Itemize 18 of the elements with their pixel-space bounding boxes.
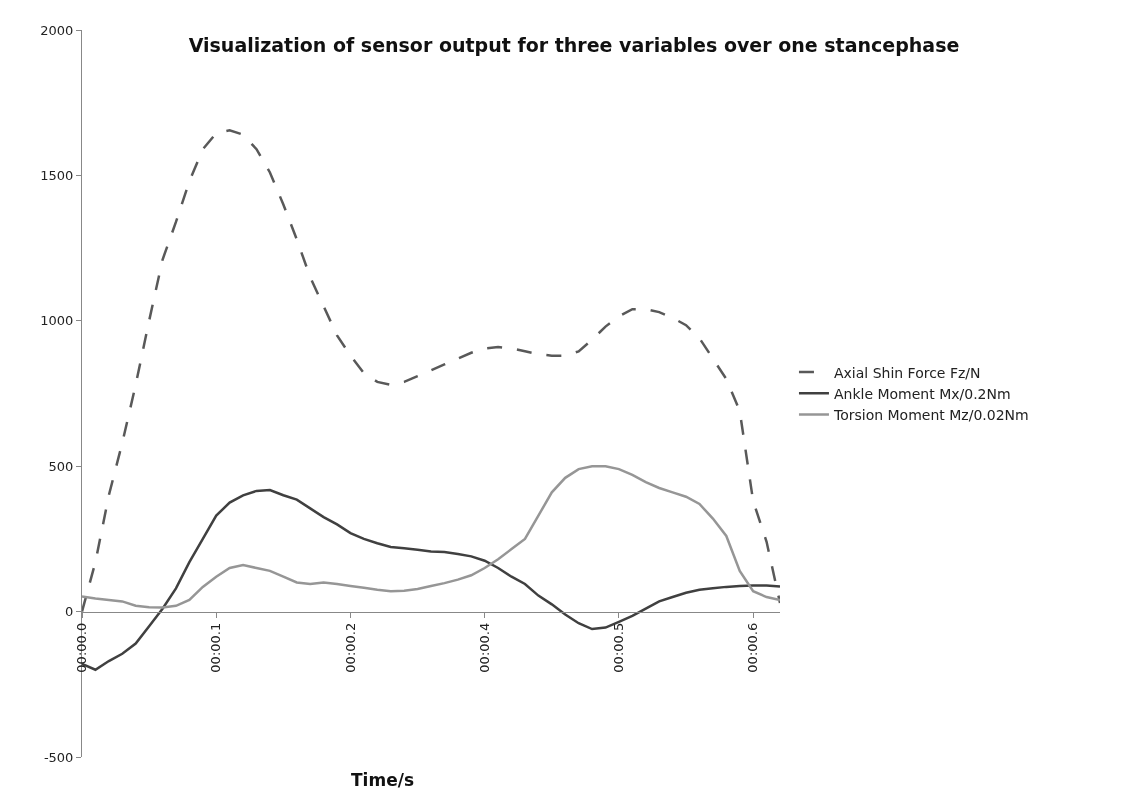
- y-tick-label: 0: [65, 604, 74, 620]
- x-tick-label: 00:00.2: [342, 622, 358, 673]
- y-tick-label: 1000: [40, 313, 74, 329]
- x-tick-label: 00:00.4: [476, 622, 492, 673]
- line-series: [82, 464, 780, 609]
- y-tick-label: -500: [43, 749, 74, 765]
- x-tick-label: 00:00.6: [745, 622, 761, 673]
- y-tick-label: 500: [48, 458, 74, 474]
- legend-label: Ankle Moment Mx/0.2Nm: [833, 385, 1011, 402]
- x-tick-label: 00:00.1: [208, 622, 224, 673]
- legend-label: Torsion Moment Mz/0.02Nm: [832, 406, 1029, 423]
- x-axis-title: Time/s: [351, 770, 414, 790]
- legend-label: Axial Shin Force Fz/N: [833, 364, 981, 381]
- chart-title: Visualization of sensor output for three variables over one stancephase: [188, 33, 960, 56]
- y-tick-label: 2000: [40, 22, 74, 38]
- y-tick-label: 1500: [40, 167, 74, 183]
- x-tick-label: 00:00.0: [74, 622, 90, 673]
- x-tick-label: 00:00.5: [611, 622, 627, 673]
